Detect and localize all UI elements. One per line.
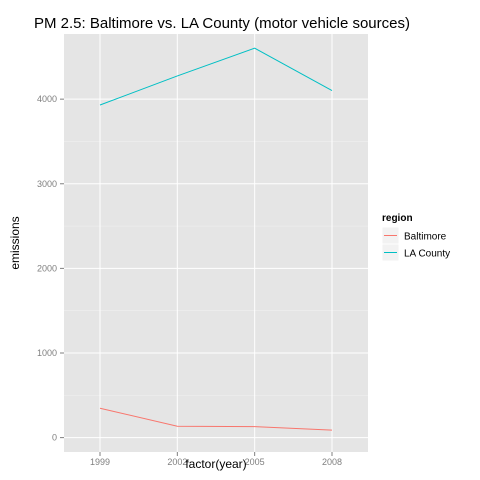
x-tick-label: 2005 [245, 457, 265, 467]
x-axis-ticks: 1999 2002 2005 2008 [90, 452, 342, 467]
plot-panel [64, 34, 368, 452]
x-tick-label: 1999 [90, 457, 110, 467]
series-line-baltimore [99, 407, 333, 431]
y-tick-label: 2000 [37, 263, 57, 273]
legend-label-la-county: LA County [404, 249, 450, 260]
y-tick-label: 0 [52, 433, 57, 443]
y-tick-label: 4000 [37, 94, 57, 104]
series-line-la-county [99, 47, 333, 106]
legend: region Baltimore LA County [381, 213, 450, 262]
series-lines [99, 47, 333, 431]
legend-items: Baltimore LA County [381, 226, 450, 262]
y-axis-title: emissions [8, 216, 22, 269]
x-axis-title: factor(year) [185, 457, 246, 471]
x-tick-label: 2002 [167, 457, 187, 467]
y-tick-label: 3000 [37, 179, 57, 189]
minor-grid [64, 141, 368, 396]
y-axis-ticks: 0 1000 2000 3000 4000 [37, 94, 64, 443]
x-tick-label: 2008 [322, 457, 342, 467]
major-grid [64, 34, 368, 452]
legend-label-baltimore: Baltimore [404, 232, 447, 243]
legend-title: region [382, 213, 413, 224]
y-tick-label: 1000 [37, 348, 57, 358]
chart-title: PM 2.5: Baltimore vs. LA County (motor v… [34, 15, 410, 32]
